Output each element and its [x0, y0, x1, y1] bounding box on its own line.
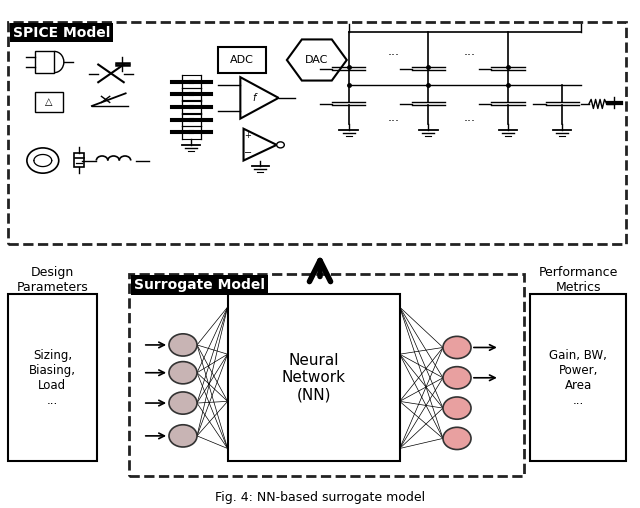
Text: ADC: ADC: [230, 55, 254, 65]
Bar: [74, 153, 84, 167]
Circle shape: [443, 336, 471, 359]
Text: f: f: [252, 93, 255, 103]
Text: ...: ...: [464, 111, 476, 124]
Text: Neural
Network
(NN): Neural Network (NN): [282, 353, 346, 403]
Text: ...: ...: [387, 45, 399, 58]
Text: ...: ...: [464, 45, 476, 58]
Circle shape: [169, 362, 197, 384]
Polygon shape: [241, 77, 278, 118]
Circle shape: [27, 148, 59, 173]
Bar: [35, 92, 63, 112]
Polygon shape: [244, 129, 276, 161]
Text: Design
Parameters: Design Parameters: [17, 266, 88, 294]
Bar: [218, 47, 266, 73]
Text: Sizing,
Biasing,
Load
...: Sizing, Biasing, Load ...: [29, 349, 76, 407]
Text: Fig. 4: NN-based surrogate model: Fig. 4: NN-based surrogate model: [215, 491, 425, 504]
Text: ...: ...: [387, 111, 399, 124]
Text: Performance
Metrics: Performance Metrics: [538, 266, 618, 294]
FancyBboxPatch shape: [228, 295, 399, 461]
FancyBboxPatch shape: [531, 295, 626, 461]
Text: Gain, BW,
Power,
Area
...: Gain, BW, Power, Area ...: [549, 349, 607, 407]
Text: DAC: DAC: [305, 55, 328, 65]
Text: Surrogate Model: Surrogate Model: [134, 278, 265, 292]
Circle shape: [169, 425, 197, 447]
Text: SPICE Model: SPICE Model: [13, 25, 110, 40]
Circle shape: [276, 142, 284, 148]
FancyBboxPatch shape: [8, 295, 97, 461]
Circle shape: [443, 397, 471, 419]
Text: +: +: [244, 131, 252, 140]
Text: −: −: [244, 148, 252, 158]
FancyBboxPatch shape: [35, 51, 54, 73]
Text: △: △: [45, 97, 53, 107]
Circle shape: [443, 427, 471, 450]
Circle shape: [169, 392, 197, 414]
Circle shape: [443, 367, 471, 389]
Circle shape: [169, 334, 197, 356]
